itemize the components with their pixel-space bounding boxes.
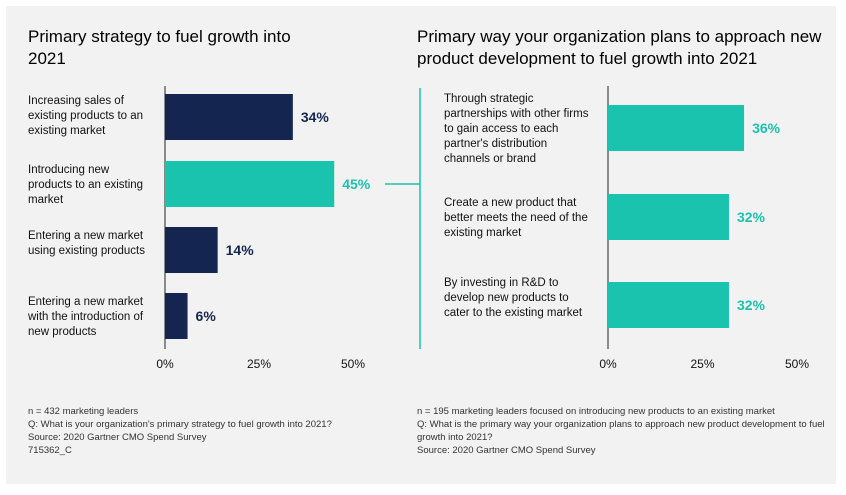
right-footer-question: Q: What is the primary way your organiza… — [417, 419, 825, 443]
left-footer-source: Source: 2020 Gartner CMO Spend Survey — [28, 432, 207, 443]
right-x-tick-label: 25% — [690, 357, 714, 371]
right-x-tick-label: 0% — [599, 357, 617, 371]
right-footer-sample: n = 195 marketing leaders focused on int… — [417, 406, 775, 417]
right-category-label: By investing in R&D to develop new produ… — [444, 277, 583, 319]
left-chart-title: Primary strategy to fuel growth into 202… — [28, 27, 291, 68]
right-chart-title: Primary way your organization plans to a… — [417, 27, 822, 68]
right-value-label: 36% — [752, 120, 781, 136]
chart-frame: Primary strategy to fuel growth into 202… — [6, 6, 836, 484]
left-value-label: 6% — [196, 308, 217, 324]
left-bar — [165, 227, 218, 273]
right-value-label: 32% — [737, 297, 766, 313]
left-category-label: Entering a new market using existing pro… — [28, 230, 145, 257]
left-x-tick-label: 50% — [341, 357, 365, 371]
left-footer: n = 432 marketing leaders Q: What is you… — [28, 405, 332, 457]
left-value-label: 34% — [301, 109, 330, 125]
left-bar — [165, 161, 335, 207]
left-bar — [165, 94, 293, 140]
left-category-label: Entering a new market with the introduct… — [28, 296, 144, 338]
left-x-tick-label: 0% — [156, 357, 174, 371]
left-x-tick-label: 25% — [247, 357, 271, 371]
right-bar — [608, 194, 729, 240]
left-category-label: Introducing new products to an existing … — [28, 164, 144, 206]
left-category-label: Increasing sales of existing products to… — [28, 95, 144, 137]
right-bar — [608, 105, 745, 151]
right-bar — [608, 282, 729, 328]
left-bar-chart: 34% 45% 14% 6% 0% 25% 50% 36% 32% 32% 0% 25% 50% — [156, 86, 809, 371]
left-footer-sample: n = 432 marketing leaders — [28, 406, 139, 417]
right-footer: n = 195 marketing leaders focused on int… — [417, 405, 832, 457]
left-bar — [165, 293, 188, 339]
right-value-label: 32% — [737, 209, 766, 225]
right-x-tick-label: 50% — [785, 357, 809, 371]
left-value-label: 45% — [342, 176, 371, 192]
right-footer-source: Source: 2020 Gartner CMO Spend Survey — [417, 445, 596, 456]
left-footer-question: Q: What is your organization's primary s… — [28, 419, 332, 430]
left-footer-id: 715362_C — [28, 445, 72, 456]
right-category-label: Create a new product that better meets t… — [444, 197, 588, 239]
left-value-label: 14% — [226, 242, 255, 258]
right-category-label: Through strategic partnerships with othe… — [444, 93, 589, 165]
